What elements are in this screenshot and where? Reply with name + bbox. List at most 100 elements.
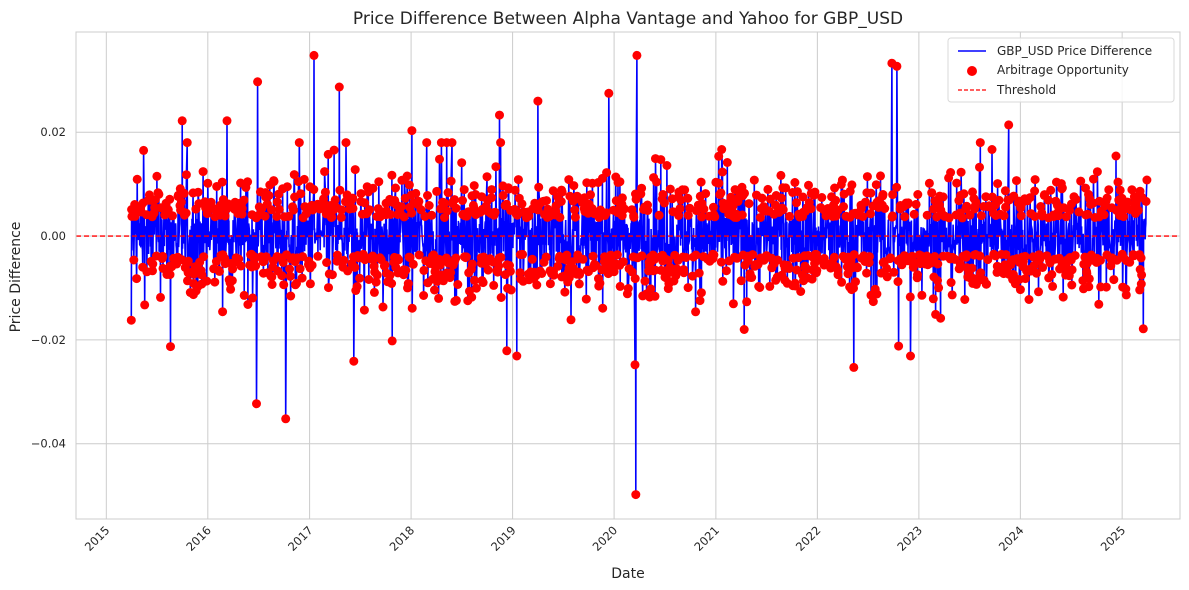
arbitrage-point	[368, 183, 378, 193]
arbitrage-point	[871, 180, 881, 190]
arbitrage-point	[564, 175, 574, 185]
arbitrage-point	[763, 184, 773, 194]
arbitrage-point	[1043, 195, 1053, 205]
arbitrage-point	[697, 212, 707, 222]
arbitrage-point	[688, 271, 697, 281]
arbitrage-point	[781, 183, 791, 193]
arbitrage-point	[798, 192, 808, 202]
arbitrage-point	[1113, 177, 1123, 187]
x-tick-label: 2021	[691, 523, 722, 554]
arbitrage-point	[1035, 254, 1045, 264]
arbitrage-point	[672, 264, 682, 274]
arbitrage-point	[722, 158, 732, 167]
arbitrage-point	[430, 285, 439, 295]
arbitrage-point	[387, 170, 397, 180]
arbitrage-point	[234, 254, 244, 264]
arbitrage-point	[252, 399, 261, 409]
arbitrage-point	[911, 199, 921, 209]
arbitrage-point	[790, 178, 800, 187]
arbitrage-point	[459, 185, 469, 195]
arbitrage-point	[924, 178, 934, 188]
arbitrage-point	[872, 289, 882, 299]
arbitrage-point	[807, 274, 817, 284]
arbitrage-point	[505, 266, 515, 276]
arbitrage-point	[496, 293, 506, 302]
arbitrage-point	[640, 276, 650, 286]
arbitrage-point	[489, 280, 499, 290]
arbitrage-point	[307, 260, 317, 270]
arbitrage-point	[284, 211, 294, 221]
arbitrage-point	[947, 290, 957, 300]
arbitrage-point	[181, 170, 191, 180]
arbitrage-point	[269, 177, 279, 186]
arbitrage-point	[158, 251, 168, 261]
arbitrage-point	[880, 204, 890, 213]
arbitrage-point	[747, 273, 757, 282]
arbitrage-point	[183, 256, 193, 266]
arbitrage-point	[1012, 176, 1021, 186]
arbitrage-point	[139, 145, 149, 155]
arbitrage-point	[806, 204, 816, 214]
arbitrage-point	[927, 188, 937, 198]
arbitrage-point	[542, 196, 551, 206]
arbitrage-point	[272, 211, 282, 221]
arbitrage-point	[320, 187, 330, 197]
arbitrage-point	[892, 61, 902, 71]
arbitrage-point	[936, 313, 946, 323]
arbitrage-point	[506, 285, 516, 295]
arbitrage-point	[309, 185, 319, 194]
arbitrage-point	[243, 300, 253, 309]
arbitrage-point	[893, 277, 903, 287]
arbitrage-point	[447, 138, 457, 148]
arbitrage-point	[267, 280, 277, 289]
arbitrage-point	[837, 277, 847, 287]
arbitrage-point	[744, 199, 754, 209]
arbitrage-point	[952, 178, 962, 188]
arbitrage-point	[496, 138, 506, 148]
arbitrage-point	[658, 190, 668, 199]
x-tick-label: 2023	[894, 523, 925, 554]
arbitrage-point	[210, 277, 220, 287]
arbitrage-point	[294, 138, 304, 148]
arbitrage-point	[1054, 211, 1063, 221]
arbitrage-point	[861, 197, 870, 207]
arbitrage-point	[630, 274, 640, 284]
arbitrage-point	[541, 252, 551, 262]
arbitrage-point	[892, 182, 902, 192]
arbitrage-point	[699, 204, 709, 214]
arbitrage-point	[691, 250, 701, 260]
arbitrage-point	[709, 250, 719, 260]
y-ticks: −0.04 −0.02 0.00 0.02	[31, 125, 66, 451]
arbitrage-point	[933, 259, 943, 269]
arbitrage-point	[166, 342, 175, 352]
arbitrage-point	[399, 212, 409, 222]
arbitrage-point	[905, 292, 915, 302]
arbitrage-point	[272, 197, 282, 207]
arbitrage-point	[217, 177, 227, 187]
x-axis-label: Date	[611, 566, 644, 582]
arbitrage-point	[694, 268, 704, 278]
arbitrage-point	[132, 174, 142, 184]
arbitrage-point	[423, 191, 432, 200]
arbitrage-point	[394, 255, 404, 265]
arbitrage-point	[721, 266, 731, 276]
arbitrage-point	[469, 181, 479, 191]
arbitrage-point	[292, 278, 301, 288]
arbitrage-point	[960, 295, 970, 304]
arbitrage-point	[278, 258, 288, 267]
y-axis-label: Price Difference	[8, 222, 24, 333]
arbitrage-point	[329, 145, 339, 155]
arbitrage-point	[457, 158, 467, 168]
arbitrage-point	[148, 266, 157, 276]
arbitrage-point	[1094, 299, 1104, 309]
arbitrage-point	[755, 213, 765, 222]
arbitrage-point	[369, 287, 379, 297]
arbitrage-point	[581, 294, 591, 304]
arbitrage-point	[512, 351, 522, 361]
arbitrage-point	[957, 213, 967, 223]
arbitrage-point	[971, 197, 981, 207]
arbitrage-point	[618, 257, 628, 267]
x-tick-label: 2019	[488, 523, 519, 554]
arbitrage-point	[598, 303, 608, 313]
arbitrage-point	[545, 279, 555, 289]
